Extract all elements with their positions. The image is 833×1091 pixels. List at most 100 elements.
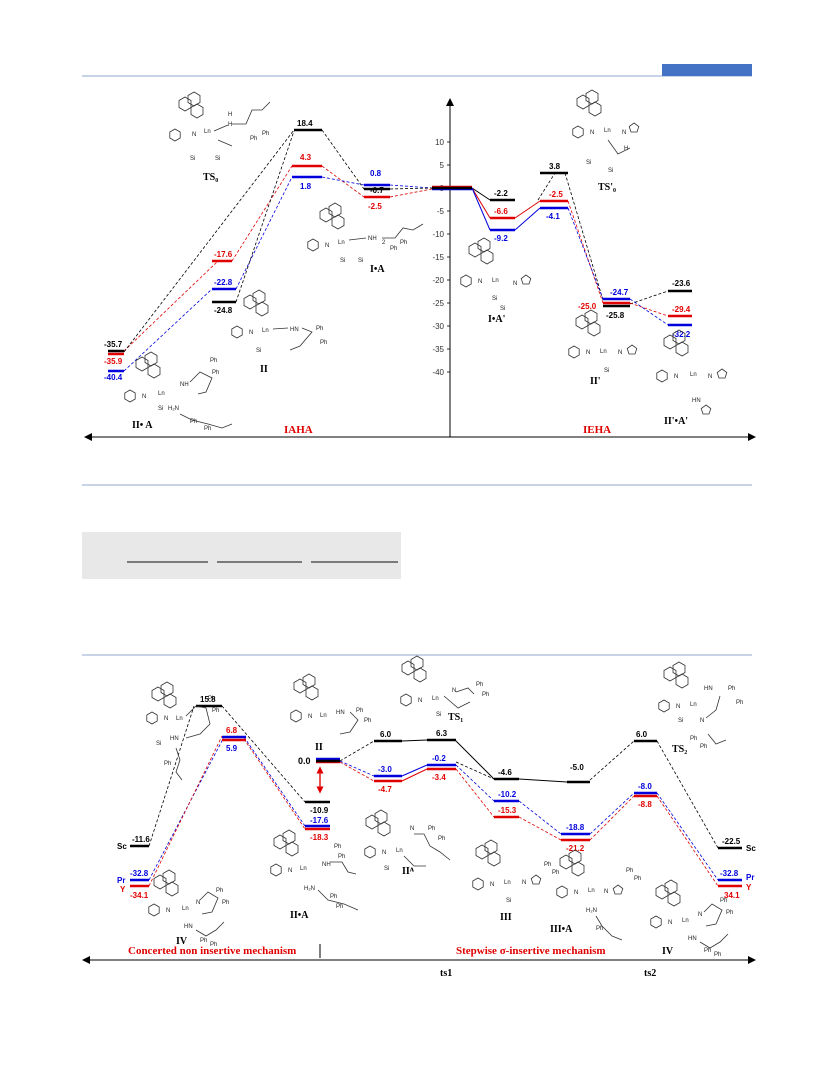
svg-text:NH: NH <box>368 236 377 242</box>
p1-x-label-right: IEHA <box>583 424 611 436</box>
svg-text:Ph: Ph <box>728 686 735 692</box>
svg-text:HN: HN <box>704 686 713 692</box>
svg-text:Si: Si <box>340 258 345 264</box>
svg-text:Ph: Ph <box>438 836 445 842</box>
svg-text:-18.3: -18.3 <box>310 833 329 842</box>
svg-text:-34.1: -34.1 <box>130 891 149 900</box>
p1-y-tick-label: -10 <box>432 230 444 239</box>
svg-text:6.8: 6.8 <box>226 726 238 735</box>
p1-y-tick-label: -5 <box>437 207 445 216</box>
svg-text:Ln: Ln <box>396 848 403 854</box>
svg-text:Ln: Ln <box>690 372 697 378</box>
p1-y-tick-label: -15 <box>432 253 444 262</box>
svg-text:Ph: Ph <box>164 761 171 767</box>
p1-species-ia: I•A <box>370 264 385 275</box>
svg-text:NH: NH <box>322 862 331 868</box>
v-ts0-black: 18.4 <box>297 119 313 128</box>
svg-text:Ph: Ph <box>316 326 323 332</box>
p1-x-label-left: IAHA <box>284 424 313 436</box>
svg-text:Ph: Ph <box>544 862 551 868</box>
p3-species-iiia: III•A <box>550 924 573 935</box>
svg-text:H: H <box>228 112 232 118</box>
svg-text:Ph: Ph <box>634 876 641 882</box>
svg-text:Ph: Ph <box>216 888 223 894</box>
svg-text:-18.8: -18.8 <box>566 823 585 832</box>
svg-text:Si: Si <box>492 296 497 302</box>
svg-text:Ln: Ln <box>320 713 327 719</box>
svg-text:Ln: Ln <box>182 906 189 912</box>
svg-text:Ph: Ph <box>320 340 327 346</box>
svg-text:-15.3: -15.3 <box>498 806 517 815</box>
p1-y-tick-label: -30 <box>432 322 444 331</box>
p3-connectors <box>148 705 719 887</box>
v-ia-black: -0.7 <box>370 186 384 195</box>
p3-species-ts1: TS₁ <box>448 712 463 723</box>
svg-text:Ph: Ph <box>190 419 197 425</box>
p3-molecule-ts1: N Ln N Ph Ph Si <box>400 655 489 718</box>
svg-text:Ph: Ph <box>714 952 721 958</box>
metal-sc-left: Sc <box>117 842 127 851</box>
svg-text:Ph: Ph <box>690 736 697 742</box>
svg-text:N: N <box>410 826 414 832</box>
v-iia-red: -35.9 <box>104 357 123 366</box>
v-ia-red: -2.5 <box>368 202 382 211</box>
metal-y-right: Y <box>746 883 752 892</box>
svg-text:Ph: Ph <box>700 744 707 750</box>
svg-text:Ln: Ln <box>690 702 697 708</box>
v-tsp-blue: -4.1 <box>546 212 560 221</box>
svg-text:Ph: Ph <box>330 894 337 900</box>
p3-species-iii: III <box>500 912 512 923</box>
svg-text:-0.2: -0.2 <box>432 754 446 763</box>
svg-text:N: N <box>308 714 312 720</box>
svg-text:-4.7: -4.7 <box>378 785 392 794</box>
svg-text:Ln: Ln <box>682 918 689 924</box>
svg-text:Ph: Ph <box>222 900 229 906</box>
svg-text:N: N <box>574 890 578 896</box>
svg-text:Si: Si <box>158 406 163 412</box>
svg-text:-8.0: -8.0 <box>638 782 652 791</box>
p3-levels <box>130 704 742 888</box>
svg-text:-32.8: -32.8 <box>720 869 739 878</box>
p1-species-ii: II <box>260 364 268 375</box>
svg-text:N: N <box>382 850 386 856</box>
svg-text:Ln: Ln <box>158 391 165 397</box>
p1-species-ts0: TS₀ <box>203 172 218 183</box>
svg-text:-5.0: -5.0 <box>570 763 584 772</box>
svg-text:NH: NH <box>180 382 189 388</box>
p3-species-iv-left: IV <box>176 936 188 947</box>
svg-text:Si: Si <box>506 898 511 904</box>
svg-text:Ph: Ph <box>428 826 435 832</box>
svg-text:Ph: Ph <box>334 844 341 850</box>
svg-text:Ph: Ph <box>476 682 483 688</box>
v-iia-black: -35.7 <box>104 340 123 349</box>
svg-text:0.0: 0.0 <box>298 756 311 766</box>
p1-levels <box>108 128 692 373</box>
svg-text:Ln: Ln <box>604 128 611 134</box>
svg-text:N: N <box>618 350 622 356</box>
svg-text:Ph: Ph <box>262 131 269 137</box>
svg-text:5.9: 5.9 <box>226 744 238 753</box>
svg-text:Ph: Ph <box>212 708 219 714</box>
p1-connectors-solid <box>471 187 541 231</box>
svg-text:Ph: Ph <box>390 246 397 252</box>
svg-text:N: N <box>622 130 626 136</box>
svg-text:N: N <box>249 330 253 336</box>
svg-text:Si: Si <box>256 348 261 354</box>
p1-y-tick-label: -20 <box>432 276 444 285</box>
metal-pr-left: Pr <box>117 876 125 885</box>
svg-text:Si: Si <box>678 718 683 724</box>
svg-text:Si: Si <box>586 160 591 166</box>
svg-text:H₂N: H₂N <box>168 406 179 412</box>
svg-text:N: N <box>668 920 672 926</box>
svg-text:-11.6: -11.6 <box>132 835 150 844</box>
svg-text:Ln: Ln <box>262 328 269 334</box>
svg-text:Si: Si <box>384 866 389 872</box>
v-ia-blue: 0.8 <box>370 169 382 178</box>
svg-text:Ph: Ph <box>336 904 343 910</box>
svg-text:6.3: 6.3 <box>436 729 448 738</box>
svg-text:15.8: 15.8 <box>200 695 216 704</box>
